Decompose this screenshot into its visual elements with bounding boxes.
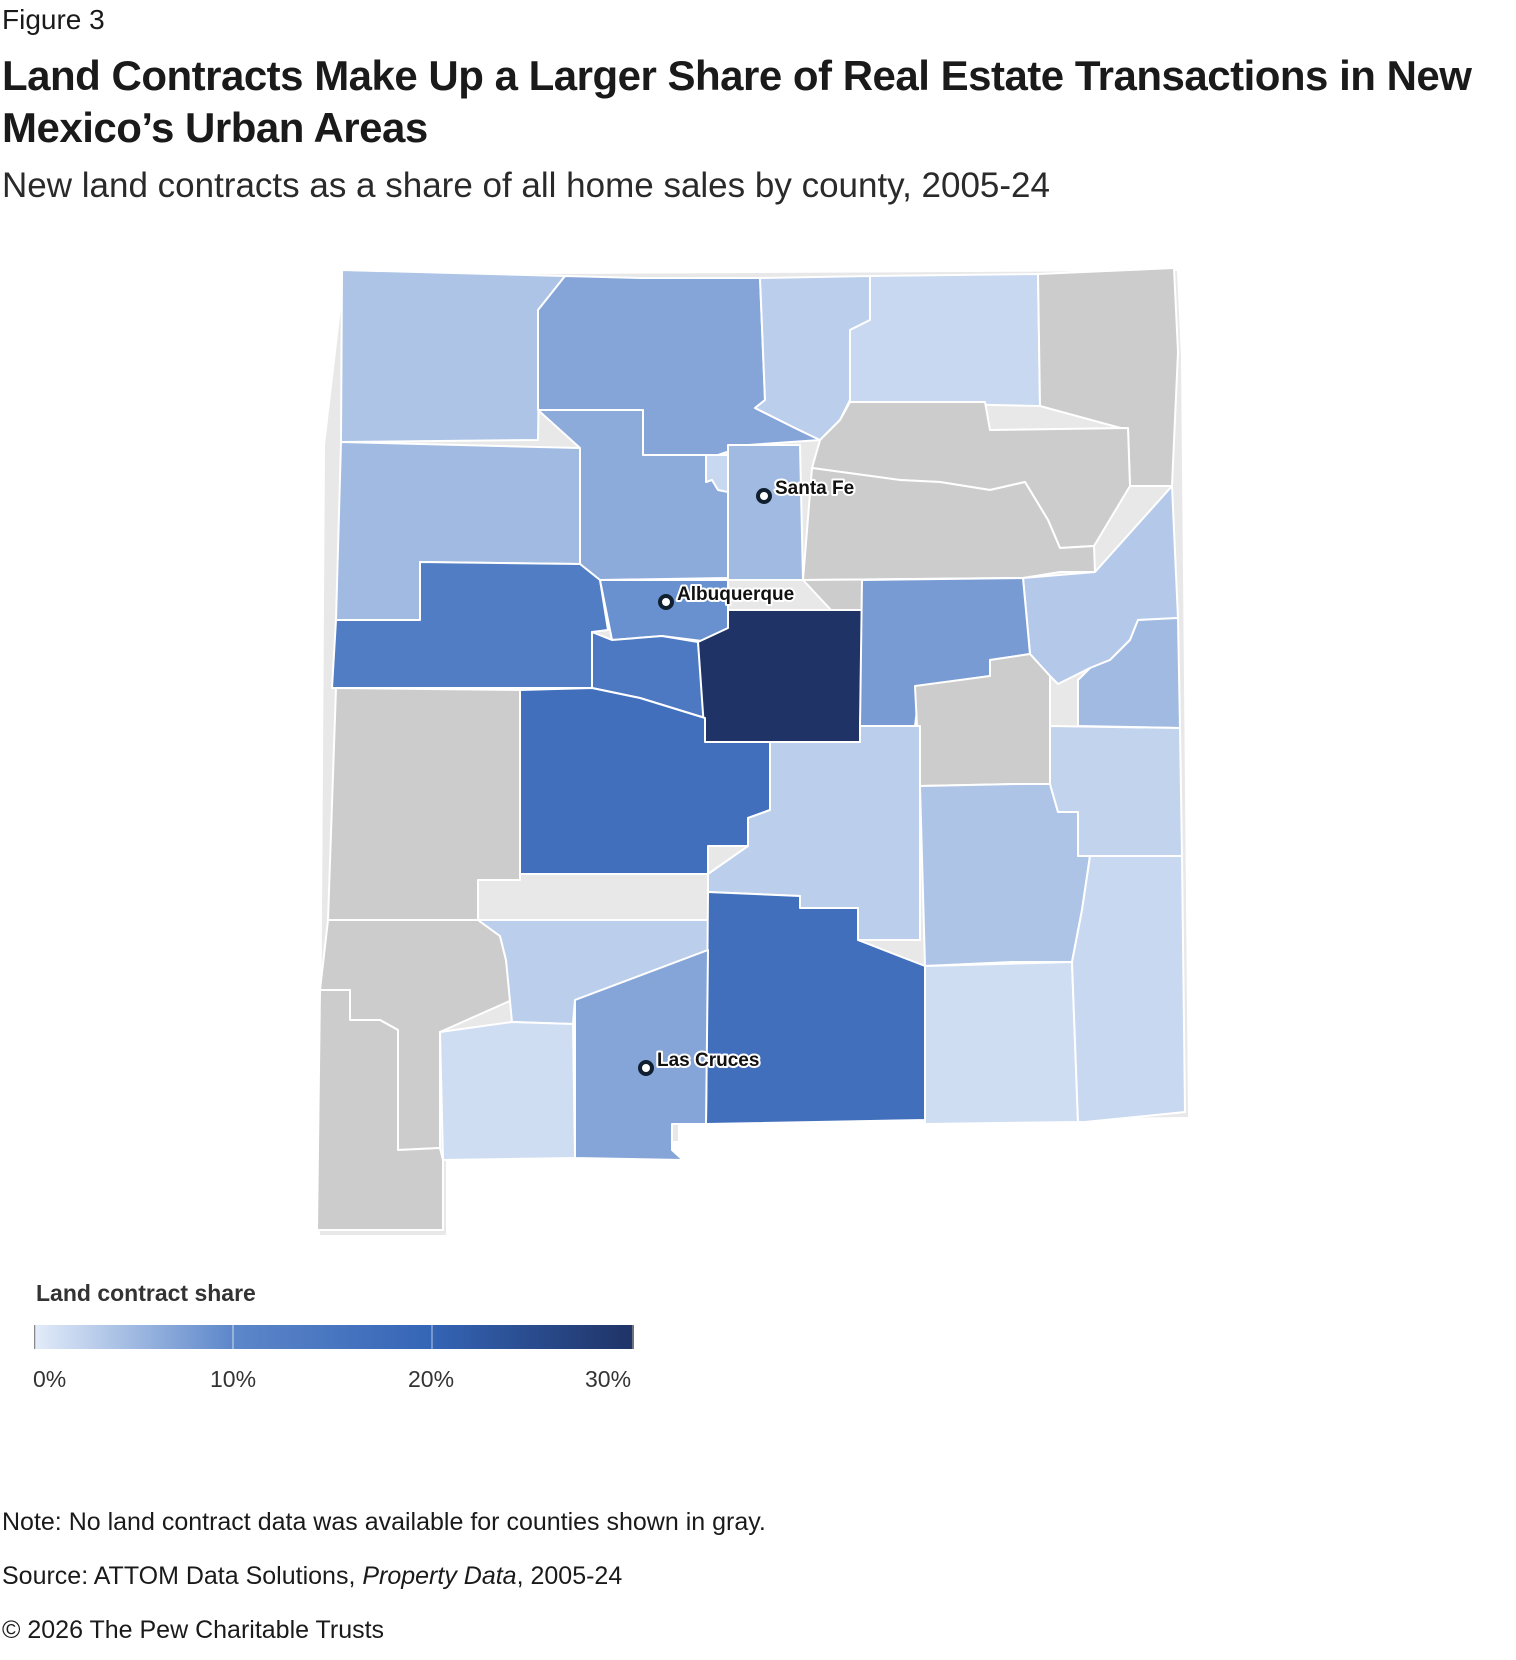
copyright: © 2026 The Pew Charitable Trusts: [2, 1616, 385, 1644]
footnote: Note: No land contract data was availabl…: [2, 1508, 766, 1536]
new-mexico-county-map: Santa Fe Albuquerque Las Cruces: [316, 267, 1188, 1235]
county-dona-ana: [574, 949, 709, 1161]
legend-tick-10: 10%: [210, 1366, 257, 1392]
city-label-las-cruces: Las Cruces: [657, 1050, 759, 1071]
county-nw-corner: [340, 269, 566, 443]
city-label-albuquerque: Albuquerque: [677, 584, 794, 605]
county-north-central-3: [849, 273, 1041, 407]
legend-tick-30: 30%: [585, 1366, 632, 1392]
legend-tick-0: 0%: [33, 1366, 67, 1392]
source-note: Source: ATTOM Data Solutions, Property D…: [2, 1562, 622, 1591]
city-label-santa-fe: Santa Fe: [775, 478, 854, 499]
county-eddy: [924, 961, 1079, 1125]
county-santa-fe: [727, 444, 804, 581]
legend-color-bar: [34, 1325, 634, 1349]
city-marker-santa-fe: [756, 488, 772, 504]
county-lea: [1071, 855, 1186, 1123]
figure-label: Figure 3: [2, 4, 105, 35]
legend-title: Land contract share: [36, 1280, 256, 1306]
county-hidalgo-gray: [316, 989, 444, 1231]
county-roosevelt: [1049, 725, 1183, 857]
county-otero: [705, 891, 926, 1125]
county-torrance: [697, 609, 863, 743]
source-title: Property Data: [362, 1562, 517, 1590]
county-luna: [439, 1021, 576, 1161]
source-prefix: Source: ATTOM Data Solutions,: [2, 1562, 363, 1590]
city-marker-las-cruces: [638, 1060, 654, 1076]
source-suffix: , 2005-24: [516, 1562, 623, 1590]
chart-subtitle: New land contracts as a share of all hom…: [2, 166, 1050, 205]
county-ne-corner: [1037, 267, 1179, 487]
county-east-2: [1077, 617, 1181, 729]
chart-title: Land Contracts Make Up a Larger Share of…: [2, 52, 1472, 151]
city-marker-albuquerque: [658, 594, 674, 610]
legend-tick-20: 20%: [408, 1366, 455, 1392]
